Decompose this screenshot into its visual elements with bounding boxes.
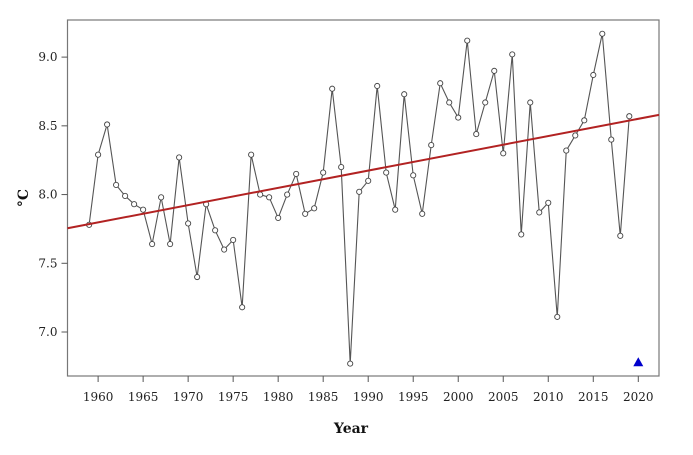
x-tick-label: 1975 [218,390,249,404]
data-point-2001 [464,37,471,44]
x-tick-label: 1960 [83,390,114,404]
data-point-2013 [572,132,579,139]
data-point-1984 [311,205,318,212]
data-point-2019 [626,113,633,120]
data-point-1997 [428,142,435,149]
data-point-1988 [347,360,354,367]
data-point-1994 [401,91,408,98]
data-point-1977 [248,151,255,158]
x-tick-label: 2020 [623,390,654,404]
data-point-1982 [293,170,300,177]
data-point-1991 [374,82,381,90]
data-point-1967 [158,194,165,201]
data-point-2003 [482,99,489,106]
data-point-1970 [185,220,192,227]
data-point-1985 [320,169,327,176]
y-axis-label: °C [16,189,32,207]
data-point-2011 [554,313,561,320]
data-point-1983 [302,210,309,217]
data-point-1976 [239,304,246,311]
data-point-1986 [329,85,336,92]
data-point-1973 [212,227,219,234]
y-tick-label: 8.0 [38,188,57,202]
data-point-2000 [455,114,462,121]
x-tick-label: 1995 [398,390,429,404]
trend-line [67,113,660,230]
data-point-1987 [338,164,345,171]
data-point-1965 [140,206,147,213]
data-point-1996 [419,210,426,217]
y-tick-label: 9.0 [38,50,57,64]
data-point-2010 [545,199,552,206]
x-tick-label: 2000 [443,390,474,404]
x-tick-label: 1990 [353,390,384,404]
data-point-1960 [95,151,102,158]
x-tick-label: 1965 [128,390,159,404]
data-point-1961 [104,121,111,128]
data-point-2002 [473,131,480,138]
data-point-2016 [599,30,606,37]
data-point-2007 [518,231,525,238]
data-point-1975 [230,236,237,243]
data-point-2015 [590,71,597,79]
data-point-1993 [392,206,399,213]
data-point-1969 [176,154,183,161]
data-point-1974 [221,246,228,253]
data-point-1978 [257,191,264,198]
x-tick-label: 2010 [533,390,564,404]
data-point-2005 [500,150,507,157]
data-point-1971 [194,273,201,281]
data-point-1990 [365,177,372,184]
data-point-2004 [491,67,498,74]
data-point-2018 [617,232,624,239]
data-point-2014 [581,117,588,124]
data-point-1981 [284,191,291,198]
x-tick-label: 1980 [263,390,294,404]
data-point-1979 [266,194,273,201]
data-point-2008 [527,99,534,106]
y-tick-label: 8.5 [38,119,57,133]
triangle-marker-2020 [633,357,644,367]
data-point-1998 [437,80,444,87]
data-point-1963 [122,192,129,199]
data-point-1966 [149,240,156,248]
plot-frame [66,19,660,377]
temperature-line [88,33,630,364]
data-point-2017 [608,136,615,143]
data-point-1992 [383,169,390,176]
y-tick-label: 7.0 [38,325,57,339]
data-point-1968 [167,240,174,248]
data-point-1980 [275,214,282,221]
data-point-2012 [563,147,570,154]
y-tick-label: 7.5 [38,256,57,270]
x-axis-label: Year [333,421,369,437]
data-point-1999 [446,99,453,106]
x-tick-label: 1970 [173,390,204,404]
x-tick-label: 2015 [578,390,609,404]
data-point-1995 [410,172,417,179]
data-point-2006 [509,51,516,58]
data-point-2009 [536,209,543,216]
data-point-1964 [131,201,138,208]
data-point-1989 [356,188,363,195]
x-tick-label: 2005 [488,390,519,404]
data-point-1962 [113,181,120,188]
x-tick-label: 1985 [308,390,339,404]
